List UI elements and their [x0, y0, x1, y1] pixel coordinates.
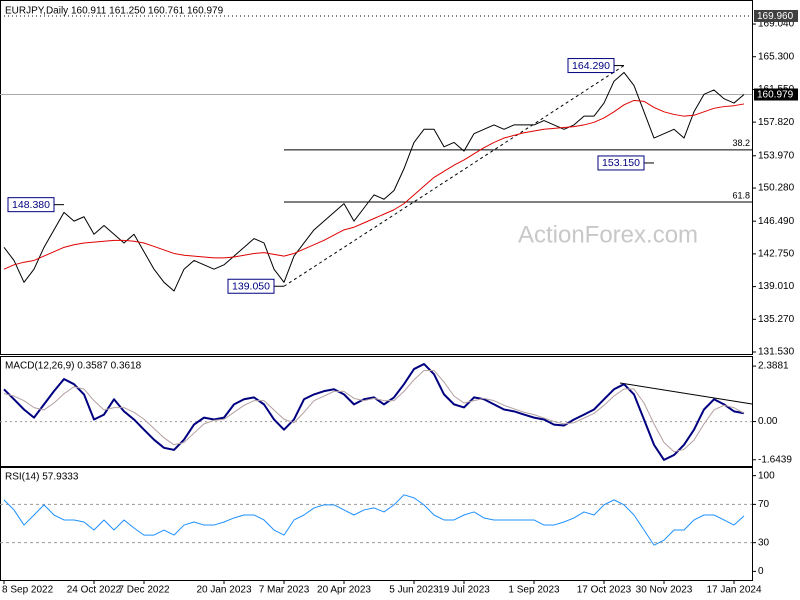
- level-label: 169.960: [757, 11, 794, 22]
- annotation-label: 139.050: [232, 281, 270, 293]
- y-tick-label: 30: [758, 537, 770, 548]
- level-label: 160.979: [757, 90, 794, 101]
- fib-label: 38.2: [732, 138, 750, 148]
- fib-label: 61.8: [732, 190, 750, 200]
- y-tick-label: 150.280: [758, 183, 795, 194]
- series-line: [3, 71, 745, 292]
- panel-frame: [0, 0, 753, 355]
- annotation-label: 164.290: [572, 60, 610, 72]
- y-tick-label: -1.6439: [758, 454, 792, 465]
- annotation-box: [7, 197, 55, 213]
- x-tick-label: 24 Oct 2022: [67, 585, 122, 596]
- x-tick-label: 5 Jun 2023: [389, 585, 439, 596]
- x-tick-label: 7 Dec 2022: [118, 585, 170, 596]
- panel-frame: [0, 467, 753, 581]
- y-tick-label: 139.010: [758, 281, 795, 292]
- level-box: [754, 9, 798, 22]
- y-tick-label: 2.3881: [758, 361, 789, 372]
- y-tick-label: 165.300: [758, 51, 795, 62]
- x-tick-label: 20 Apr 2023: [317, 585, 371, 596]
- annotation-label: 148.380: [12, 199, 50, 211]
- y-tick-label: 0: [758, 566, 764, 577]
- x-tick-label: 8 Sep 2022: [2, 585, 54, 596]
- panel-title: RSI(14) 57.9333: [5, 472, 79, 483]
- x-tick-label: 30 Nov 2023: [636, 585, 693, 596]
- annotation-box: [597, 155, 645, 171]
- x-tick-label: 17 Oct 2023: [577, 585, 632, 596]
- trendline: [283, 65, 625, 287]
- series-line: [3, 362, 745, 461]
- annotation-box: [227, 278, 275, 294]
- x-tick-label: 19 Jul 2023: [438, 585, 490, 596]
- macd-trendline: [619, 382, 753, 405]
- x-tick-label: 17 Jan 2024: [706, 585, 761, 596]
- y-tick-label: 0.00: [758, 416, 778, 427]
- x-tick-label: 7 Mar 2023: [259, 585, 310, 596]
- x-tick-label: 20 Jan 2023: [196, 585, 251, 596]
- y-tick-label: 142.750: [758, 249, 795, 260]
- level-box: [754, 88, 798, 101]
- y-tick-label: 169.040: [758, 19, 795, 30]
- annotation-box: [567, 58, 615, 74]
- y-tick-label: 157.820: [758, 117, 795, 128]
- chart-title: EURJPY,Daily 160.911 161.250 160.761 160…: [5, 6, 224, 17]
- y-tick-label: 135.270: [758, 314, 795, 325]
- y-tick-label: 131.530: [758, 347, 795, 358]
- series-line: [3, 369, 745, 453]
- watermark: ActionForex.com: [518, 221, 698, 248]
- y-tick-label: 146.490: [758, 216, 795, 227]
- panel-frame: [0, 356, 753, 467]
- y-tick-label: 70: [758, 499, 770, 510]
- y-tick-label: 100: [758, 470, 775, 481]
- y-tick-label: 153.970: [758, 150, 795, 161]
- x-tick-label: 1 Sep 2023: [508, 585, 560, 596]
- series-line: [3, 494, 745, 546]
- panel-title: MACD(12,26,9) 0.3587 0.3618: [5, 361, 142, 372]
- series-line: [3, 99, 745, 270]
- annotation-label: 153.150: [602, 157, 640, 169]
